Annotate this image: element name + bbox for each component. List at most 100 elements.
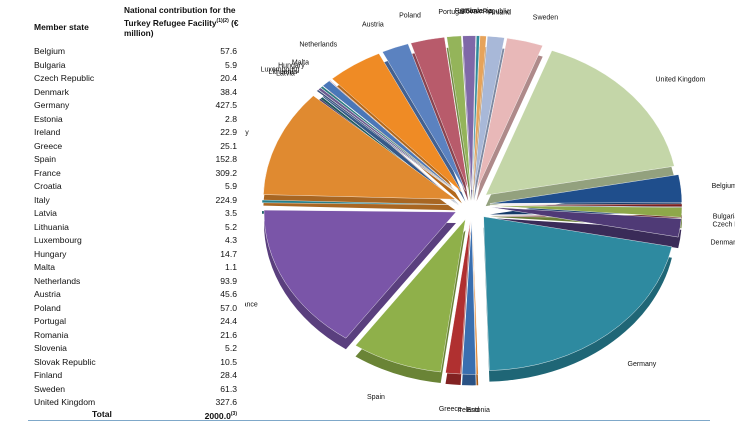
table-row: Spain 152.8	[34, 153, 242, 166]
contribution-cell: 61.3	[220, 383, 237, 394]
contribution-cell: 38.4	[220, 86, 237, 97]
table-row: Sweden 61.3	[34, 383, 242, 396]
pie-slice	[489, 206, 682, 238]
member-state-cell: Latvia	[34, 208, 57, 218]
table-row: Netherlands 93.9	[34, 275, 242, 288]
pie-slice	[485, 50, 675, 196]
pie-slice	[462, 35, 476, 190]
total-row: Total 2000.0(3)	[34, 408, 242, 422]
pie-slice	[446, 35, 471, 190]
pie-slice-side	[474, 47, 505, 201]
pie-slice	[355, 218, 466, 373]
contribution-cell: 327.6	[215, 397, 237, 407]
pie-label: Belgium	[712, 183, 735, 190]
contribution-cell: 5.9	[225, 181, 237, 191]
table-row: Slovenia 5.2	[34, 342, 242, 355]
member-state-cell: Romania	[34, 329, 69, 340]
pie-label: France	[245, 302, 258, 309]
exploded-pie-chart: Belgium BulgariaCzech Republic Denmark Germ…	[245, 8, 736, 414]
member-state-cell: Germany	[34, 100, 70, 110]
table-row: Bulgaria 5.9	[34, 59, 242, 72]
member-state-cell: Czech Republic	[34, 73, 95, 83]
contribution-cell: 152.8	[215, 154, 237, 164]
pie-slice	[382, 43, 466, 191]
pie-slice	[489, 203, 683, 208]
pie-slice	[263, 209, 457, 339]
member-state-cell: Estonia	[34, 113, 63, 124]
member-state-header: Member state	[34, 22, 89, 32]
pie-label: Ireland	[458, 407, 480, 414]
member-state-cell: Slovak Republic	[34, 356, 96, 367]
pie-slice-side	[446, 46, 471, 201]
table-row: Greece 25.1	[34, 140, 242, 153]
pie-slice	[331, 53, 463, 193]
pie-slices	[261, 35, 683, 375]
member-state-cell: United Kingdom	[34, 397, 96, 407]
table-row: Latvia 3.5	[34, 207, 242, 220]
contribution-cell: 25.1	[220, 140, 237, 151]
pie-slice	[320, 85, 460, 195]
member-state-cell: Luxembourg	[34, 235, 82, 245]
contribution-cell: 10.5	[220, 356, 237, 367]
contribution-cell: 14.7	[220, 248, 237, 259]
member-state-cell: France	[34, 167, 61, 178]
contribution-cell: 5.2	[225, 343, 237, 353]
member-state-cell: Ireland	[34, 127, 61, 137]
table-row: Croatia 5.9	[34, 180, 242, 193]
pie-label: Czech Republic	[713, 221, 736, 228]
table-row: Portugal 24.4	[34, 315, 242, 328]
contribution-cell: 309.2	[215, 167, 237, 178]
table-row: Denmark 38.4	[34, 86, 242, 99]
table-row: Finland 28.4	[34, 369, 242, 382]
member-state-cell: Croatia	[34, 181, 62, 191]
table-row: Romania 21.6	[34, 329, 242, 342]
pie-label: Slovak Republic	[460, 8, 511, 15]
total-value: 2000.0(3)	[205, 408, 237, 422]
pie-slice	[322, 80, 460, 195]
pie-slice	[317, 87, 460, 195]
pie-slice	[445, 220, 471, 375]
contribution-cell: 2.8	[225, 113, 237, 124]
pie-label: Estonia	[467, 407, 490, 414]
member-state-cell: Denmark	[34, 86, 69, 97]
contribution-cell: 28.4	[220, 370, 237, 380]
pie-label: United Kingdom	[656, 77, 706, 84]
contribution-header: National contribution for the Turkey Ref…	[124, 5, 242, 38]
member-state-cell: Belgium	[34, 46, 66, 56]
table-row: Lithuania 5.2	[34, 221, 242, 234]
pie-label: Sweden	[533, 14, 558, 21]
total-label: Total	[92, 409, 112, 419]
contribution-cell: 45.6	[220, 289, 237, 299]
pie-label: Lithuania	[269, 69, 298, 76]
pie-slice	[476, 37, 543, 191]
member-state-cell: Lithuania	[34, 221, 69, 232]
table-row: Czech Republic 20.4	[34, 72, 242, 85]
table-row: Italy 224.9	[34, 194, 242, 207]
pie-slice	[489, 174, 683, 204]
table-row: Ireland 22.9	[34, 126, 242, 139]
total-note: (3)	[230, 411, 237, 417]
pie-slice	[261, 199, 455, 205]
contribution-cell: 57.0	[220, 302, 237, 313]
table-row: Hungary 14.7	[34, 248, 242, 261]
contribution-cell: 5.2	[225, 221, 237, 232]
table-row: Germany 427.5	[34, 99, 242, 112]
pie-label: Malta	[292, 59, 309, 66]
table-row: Austria 45.6	[34, 288, 242, 301]
contribution-cell: 22.9	[220, 127, 237, 137]
member-state-cell: Spain	[34, 154, 56, 164]
contribution-cell: 427.5	[215, 100, 237, 110]
member-state-cell: Hungary	[34, 248, 67, 259]
pie-label: Netherlands	[299, 41, 337, 48]
pie-slice	[263, 95, 456, 200]
member-state-cell: Greece	[34, 140, 63, 151]
contribution-cell: 24.4	[220, 316, 237, 326]
contribution-cell: 224.9	[215, 194, 237, 205]
pie-label: Bulgaria	[713, 213, 735, 220]
pie-label: Germany	[628, 361, 657, 368]
pie-label: Luxembourg	[261, 67, 300, 74]
member-state-cell: Finland	[34, 370, 63, 380]
table-row: Belgium 57.6	[34, 45, 242, 58]
table-row: Malta 1.1	[34, 261, 242, 274]
pie-slice	[472, 220, 479, 375]
